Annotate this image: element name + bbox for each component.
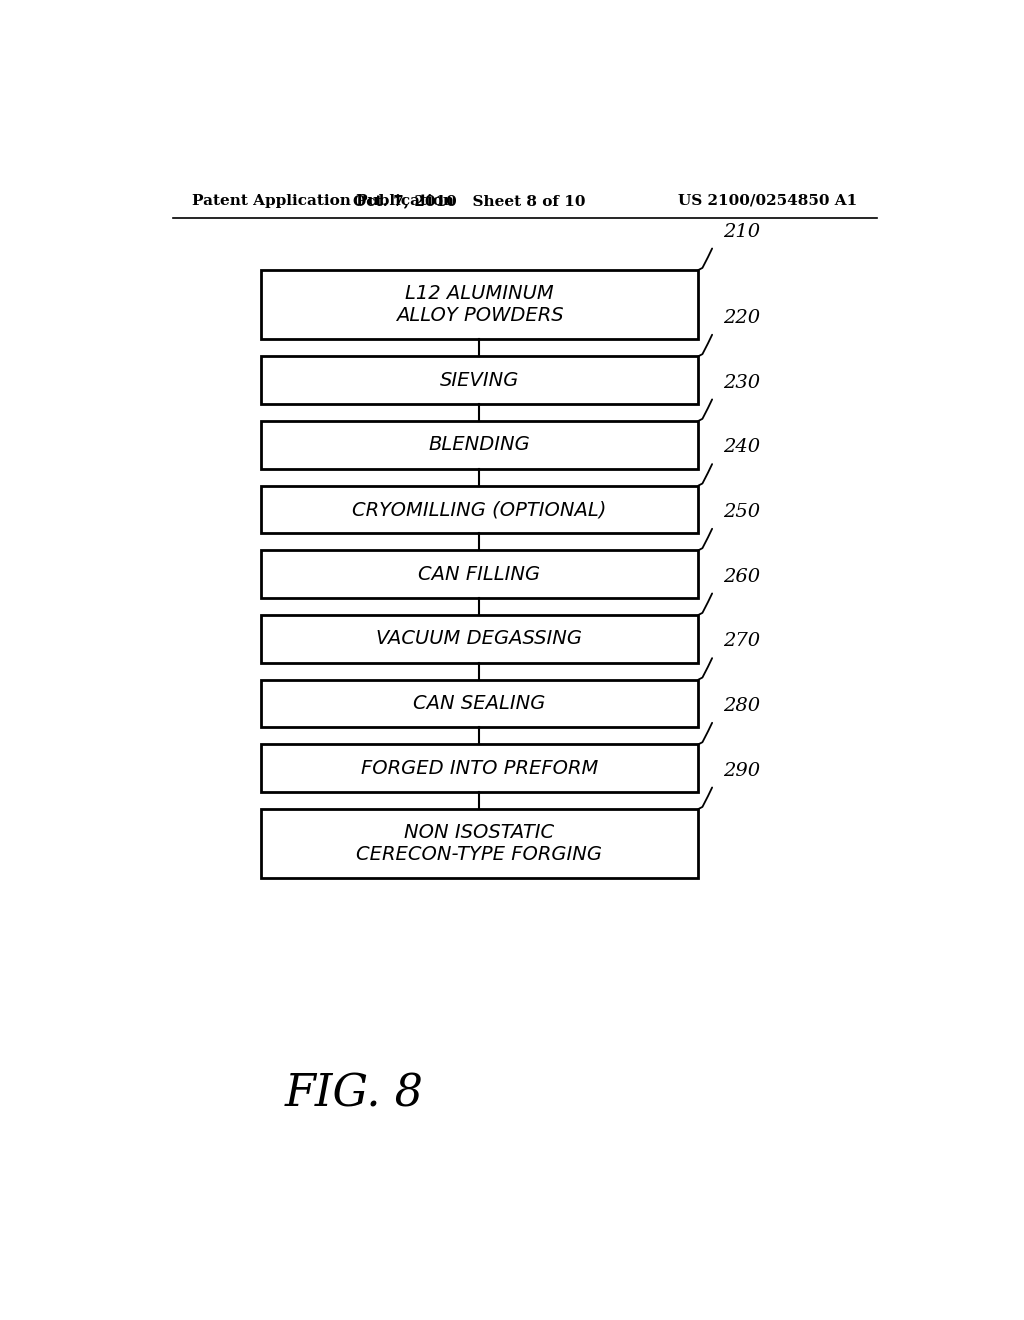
Text: CAN FILLING: CAN FILLING — [419, 565, 541, 583]
Text: Oct. 7, 2010   Sheet 8 of 10: Oct. 7, 2010 Sheet 8 of 10 — [353, 194, 586, 207]
Text: BLENDING: BLENDING — [429, 436, 530, 454]
Bar — [261, 615, 698, 663]
Bar — [261, 271, 698, 339]
Bar — [261, 744, 698, 792]
Bar — [261, 421, 698, 469]
Text: CRYOMILLING (OPTIONAL): CRYOMILLING (OPTIONAL) — [352, 500, 606, 519]
Text: 230: 230 — [723, 374, 760, 392]
Bar — [261, 356, 698, 404]
Text: 250: 250 — [723, 503, 760, 521]
Text: FIG. 8: FIG. 8 — [285, 1072, 423, 1115]
Text: 210: 210 — [723, 223, 760, 240]
Text: CAN SEALING: CAN SEALING — [414, 694, 546, 713]
Bar — [261, 680, 698, 727]
Text: L12 ALUMINUM
ALLOY POWDERS: L12 ALUMINUM ALLOY POWDERS — [395, 284, 563, 325]
Text: 290: 290 — [723, 762, 760, 780]
Text: 260: 260 — [723, 568, 760, 586]
Bar — [261, 550, 698, 598]
Bar — [261, 486, 698, 533]
Text: VACUUM DEGASSING: VACUUM DEGASSING — [377, 630, 583, 648]
Text: Patent Application Publication: Patent Application Publication — [193, 194, 455, 207]
Text: 270: 270 — [723, 632, 760, 651]
Text: 220: 220 — [723, 309, 760, 327]
Text: US 2100/0254850 A1: US 2100/0254850 A1 — [678, 194, 857, 207]
Text: SIEVING: SIEVING — [439, 371, 519, 389]
Text: 280: 280 — [723, 697, 760, 715]
Text: NON ISOSTATIC
CERECON-TYPE FORGING: NON ISOSTATIC CERECON-TYPE FORGING — [356, 824, 602, 865]
Text: FORGED INTO PREFORM: FORGED INTO PREFORM — [360, 759, 598, 777]
Text: 240: 240 — [723, 438, 760, 457]
Bar — [261, 809, 698, 878]
